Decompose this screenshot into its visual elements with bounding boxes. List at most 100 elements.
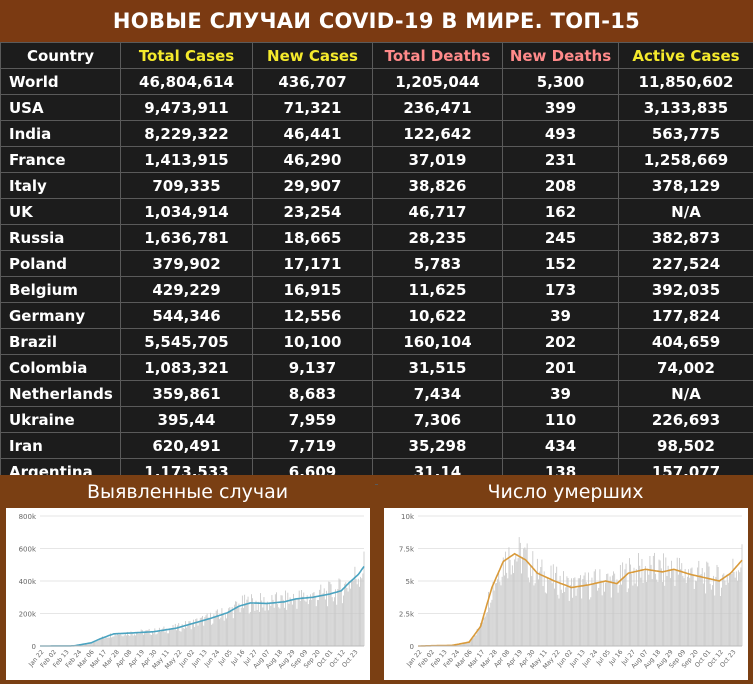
daily-bar	[254, 610, 256, 646]
value-cell: 563,775	[618, 120, 753, 147]
value-cell: 1,034,914	[120, 198, 253, 225]
daily-bar	[675, 570, 677, 646]
daily-bar	[688, 569, 689, 646]
y-tick-label: 7.5k	[399, 546, 415, 554]
daily-bar	[526, 543, 528, 646]
daily-bar	[122, 636, 124, 646]
daily-bar	[461, 643, 463, 646]
table-row: Brazil 5,545,705 10,100 160,104 202 404,659	[0, 328, 753, 355]
daily-bar	[584, 572, 586, 646]
value-cell: 71,321	[252, 94, 373, 121]
daily-bar	[471, 638, 472, 646]
daily-bar	[698, 560, 700, 646]
daily-bar	[276, 592, 277, 646]
daily-bar	[136, 633, 138, 646]
daily-bar	[119, 634, 121, 646]
value-cell: 434	[502, 432, 619, 459]
daily-bar	[187, 625, 189, 646]
value-cell: 74,002	[618, 354, 753, 381]
daily-bar	[533, 585, 535, 646]
daily-bar	[643, 570, 645, 646]
daily-bar	[272, 599, 274, 646]
daily-bar	[216, 609, 218, 646]
daily-bar	[265, 604, 267, 646]
daily-bar	[121, 635, 123, 646]
daily-bar	[337, 588, 339, 646]
daily-bar	[646, 581, 647, 646]
daily-bar	[542, 586, 544, 646]
daily-bar	[194, 627, 196, 646]
daily-bar	[286, 609, 288, 646]
daily-bar	[493, 590, 495, 646]
daily-bar	[469, 641, 471, 646]
daily-bar	[690, 568, 692, 646]
table-row: Germany 544,346 12,556 10,622 39 177,824	[0, 302, 753, 329]
daily-bar	[721, 587, 722, 646]
daily-bar	[463, 643, 464, 646]
daily-bar	[202, 616, 203, 646]
value-cell: 236,471	[372, 94, 503, 121]
daily-bar	[107, 637, 109, 646]
daily-bar	[352, 579, 354, 646]
value-cell: 1,258,669	[618, 146, 753, 173]
value-cell: 7,719	[252, 432, 373, 459]
daily-bar	[132, 635, 134, 646]
daily-bar	[474, 635, 476, 646]
daily-bar	[549, 580, 551, 646]
daily-bar	[110, 633, 111, 646]
table-row: Italy 709,335 29,907 38,826 208 378,129	[0, 172, 753, 199]
daily-bar	[725, 584, 727, 646]
value-cell: 202	[502, 328, 619, 355]
daily-bar	[213, 614, 215, 646]
daily-bar	[208, 618, 210, 646]
daily-bar	[494, 583, 496, 646]
daily-bar	[614, 573, 616, 646]
daily-bar	[147, 630, 149, 646]
daily-bar	[555, 572, 556, 646]
daily-bar	[581, 598, 583, 646]
x-tick-label: Jul 05	[595, 649, 612, 668]
daily-bar	[340, 591, 342, 646]
daily-bar	[534, 583, 536, 646]
daily-bar	[135, 635, 136, 646]
daily-bar	[707, 562, 709, 646]
daily-bar	[203, 625, 205, 646]
daily-bar	[689, 577, 691, 646]
daily-bar	[604, 591, 605, 646]
daily-bar	[91, 642, 93, 646]
daily-bar	[597, 590, 599, 646]
daily-bar	[168, 633, 169, 646]
daily-bar	[133, 634, 135, 646]
daily-bar	[679, 557, 680, 646]
daily-bar	[658, 559, 660, 646]
daily-bar	[649, 555, 651, 646]
value-cell: 5,783	[372, 250, 503, 277]
daily-bar	[602, 581, 604, 646]
daily-bar	[667, 565, 669, 646]
daily-bar	[516, 561, 518, 646]
daily-bar	[510, 574, 512, 646]
daily-bar	[224, 613, 226, 646]
daily-bar	[93, 641, 94, 646]
table-row: USA 9,473,911 71,321 236,471 399 3,133,835	[0, 94, 753, 121]
daily-bar	[610, 597, 612, 646]
country-cell: USA	[0, 94, 121, 121]
deaths-chart-panel: Число умерших 0 2.5k 5k 7.5k 10k Jan 22 Feb 02…	[378, 475, 753, 684]
daily-bar	[573, 578, 575, 646]
daily-bar	[694, 580, 696, 646]
daily-bar	[221, 608, 223, 646]
daily-bar	[585, 582, 587, 646]
daily-bar	[180, 631, 182, 646]
daily-bar	[327, 606, 329, 646]
daily-bar	[693, 588, 695, 646]
y-tick-label: 0	[410, 643, 414, 651]
daily-bar	[120, 633, 122, 646]
daily-bar	[318, 600, 319, 646]
daily-bar	[677, 574, 679, 646]
daily-bar	[501, 576, 503, 646]
daily-bar	[319, 589, 321, 646]
value-cell: 39	[502, 302, 619, 329]
daily-bar	[247, 596, 249, 646]
daily-bar	[551, 583, 553, 646]
daily-bar	[210, 612, 211, 646]
